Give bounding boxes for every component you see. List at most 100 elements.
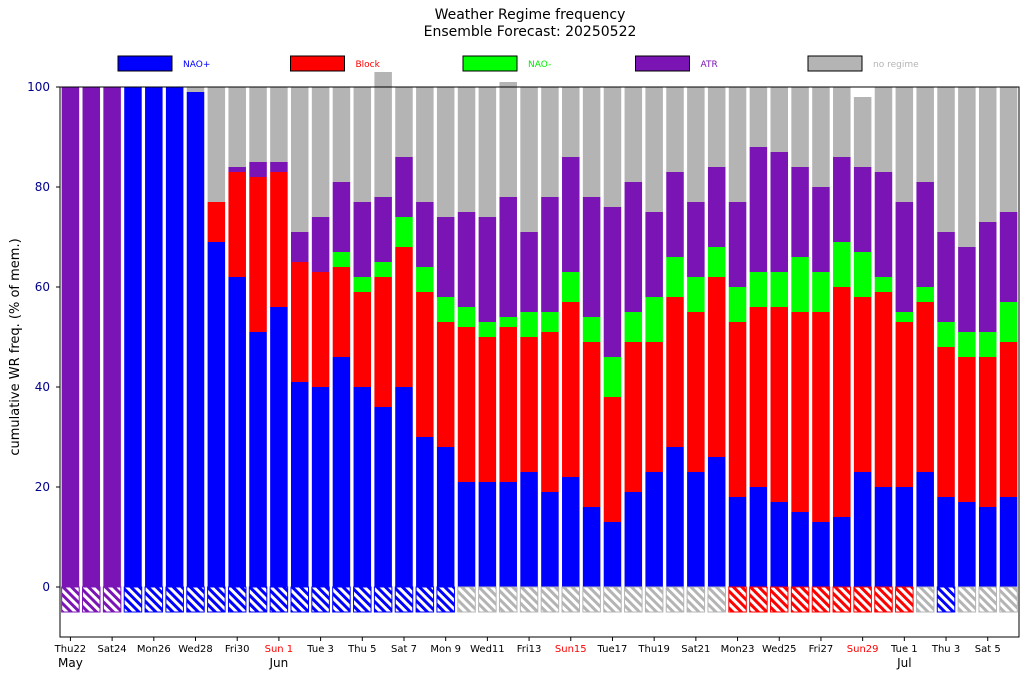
- bar-segment: [416, 292, 434, 437]
- bar-segment: [311, 87, 330, 217]
- regime-strip-cell: [498, 586, 518, 613]
- bar-segment: [958, 502, 976, 587]
- regime-strip-cell: [82, 586, 101, 613]
- regime-strip-cell: [999, 586, 1018, 613]
- regime-strip-cell: [394, 586, 414, 613]
- bar-segment: [958, 247, 976, 332]
- bar-segment: [707, 457, 726, 587]
- y-tick-label: 0: [42, 580, 50, 594]
- plot-frame: [59, 86, 1020, 638]
- regime-strip-cell: [519, 586, 539, 613]
- regime-strip-cell: [769, 586, 789, 613]
- x-tick-label: Thu22: [54, 644, 87, 655]
- bar-segment: [457, 327, 476, 482]
- regime-strip-cell: [540, 586, 560, 613]
- bar-segment: [937, 87, 955, 232]
- bar-segment: [374, 277, 392, 407]
- bar-segment: [749, 487, 768, 587]
- bar-segment: [270, 172, 288, 307]
- bar-segment: [478, 337, 497, 482]
- bar-segment: [353, 387, 372, 587]
- regime-strip-cell: [436, 586, 455, 613]
- x-tick-label: Fri30: [225, 644, 250, 655]
- legend-swatch: [807, 55, 863, 72]
- bar-segment: [770, 87, 788, 152]
- x-tick-label: Mon23: [721, 644, 755, 655]
- regime-strip-cell: [978, 586, 997, 613]
- y-tick-label: 20: [35, 480, 50, 494]
- bar-segment: [770, 152, 788, 272]
- bar-segment: [999, 302, 1018, 342]
- x-tick-label: Thu 3: [931, 644, 960, 655]
- bar-segment: [436, 297, 455, 322]
- bar-segment: [874, 292, 893, 487]
- x-tick-label: Wed11: [470, 644, 505, 655]
- bar-segment: [436, 322, 455, 447]
- bar-segment: [499, 482, 517, 587]
- x-tick-label: Thu 5: [347, 644, 376, 655]
- bar-segment: [853, 472, 872, 587]
- bar-segment: [228, 172, 246, 277]
- regime-strip-cell: [478, 586, 497, 613]
- bar-segment: [687, 277, 705, 312]
- bar-segment: [937, 347, 955, 497]
- x-tick-label: Fri27: [809, 644, 834, 655]
- bar-segment: [791, 87, 809, 167]
- bar-segment: [228, 277, 246, 587]
- bar-segment: [374, 197, 392, 262]
- bar-segment: [207, 87, 226, 202]
- bar-segment: [687, 87, 705, 202]
- legend-swatch: [462, 55, 518, 72]
- bar-segment: [937, 322, 955, 347]
- legend-label: ATR: [701, 60, 718, 70]
- bar-segment: [749, 87, 768, 147]
- bar-segment: [687, 472, 705, 587]
- bar-segment: [520, 87, 538, 232]
- regime-strip-cell: [102, 586, 122, 613]
- bar-segment: [395, 87, 413, 157]
- x-tick-label: Sat 7: [391, 644, 417, 655]
- regime-strip-cell: [269, 586, 289, 613]
- bar-segment: [999, 87, 1018, 212]
- bar-segment: [916, 302, 934, 472]
- bar-segment: [833, 157, 851, 242]
- bar-segment: [666, 172, 684, 257]
- bar-segment: [124, 87, 142, 587]
- bar-segment: [353, 202, 372, 277]
- bar-segment: [395, 157, 413, 217]
- bar-segment: [436, 447, 455, 587]
- y-axis-label: cumulative WR freq. (% of mem.): [8, 238, 23, 455]
- bar-segment: [666, 297, 684, 447]
- regime-strip-cell: [749, 586, 768, 613]
- bar-segment: [978, 332, 997, 357]
- regime-strip-cell: [790, 586, 810, 613]
- bar-segment: [499, 197, 517, 317]
- bar-segment: [186, 87, 205, 92]
- bar-segment: [812, 312, 830, 522]
- bar-segment: [582, 87, 601, 197]
- bar-segment: [749, 272, 768, 307]
- regime-strip-cell: [332, 586, 351, 613]
- bar-segment: [624, 492, 643, 587]
- bar-segment: [853, 252, 872, 297]
- regime-strip-cell: [832, 586, 852, 613]
- bar-segment: [666, 447, 684, 587]
- bar-segment: [853, 297, 872, 472]
- bar-segment: [603, 87, 622, 207]
- bar-segment: [916, 472, 934, 587]
- bar-segment: [916, 87, 934, 182]
- chart-title: Weather Regime frequency: [435, 7, 626, 23]
- bar-segment: [812, 187, 830, 272]
- bar-segment: [562, 477, 580, 587]
- regime-strip-cell: [373, 586, 393, 613]
- bar-segment: [270, 307, 288, 587]
- regime-strip-cell: [853, 586, 872, 613]
- bar-segment: [895, 87, 914, 202]
- bar-segment: [874, 87, 893, 172]
- bar-segment: [249, 162, 267, 177]
- bar-segment: [499, 327, 517, 482]
- bar-segment: [687, 312, 705, 472]
- legend-label: no regime: [873, 60, 919, 70]
- bar-segment: [937, 232, 955, 322]
